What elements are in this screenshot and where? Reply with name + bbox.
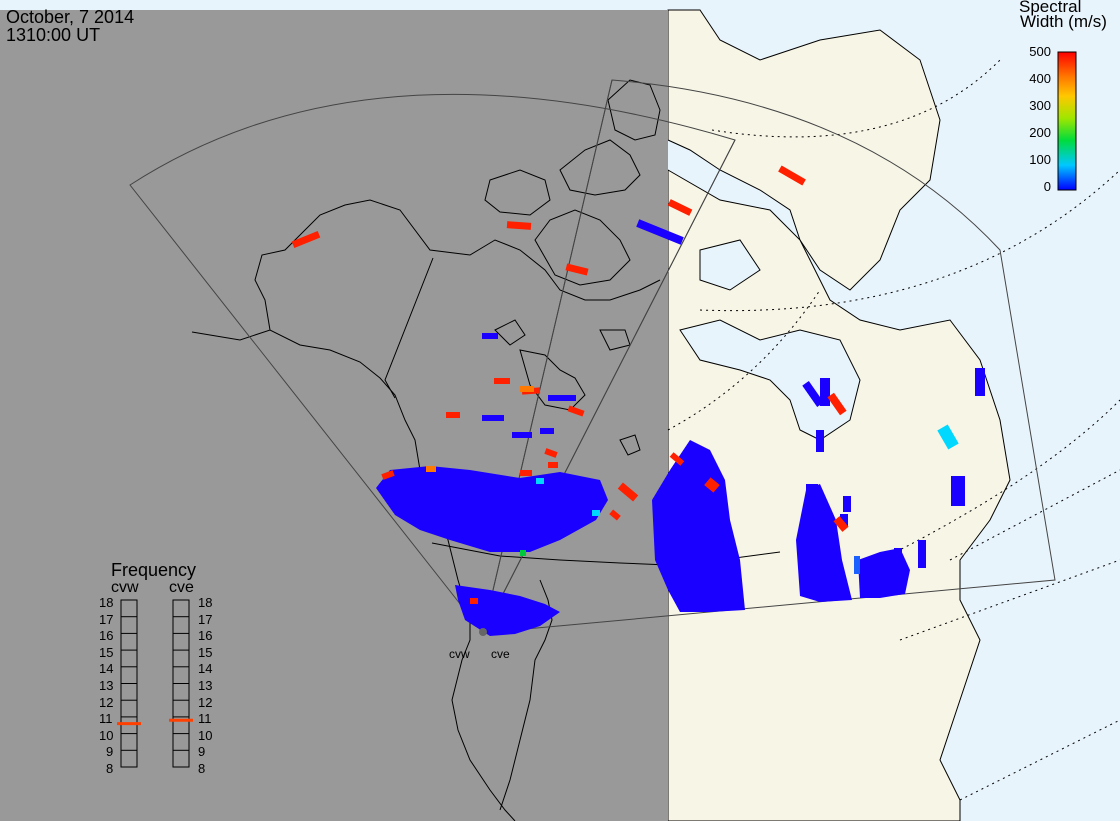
low-width-cell — [592, 510, 600, 516]
cve-frequency-tick: 13 — [198, 678, 213, 693]
scatter-cell — [868, 576, 874, 596]
colorbar-tick: 100 — [1029, 152, 1051, 167]
low-width-cell — [854, 556, 860, 574]
cvw-frequency-tick: 18 — [99, 595, 114, 610]
cvw-frequency-tick: 10 — [99, 727, 114, 743]
high-width-cell — [617, 482, 639, 502]
cve-label: cve — [169, 579, 194, 596]
colorbar-tick: 400 — [1029, 71, 1051, 86]
radar-site-marker — [479, 628, 487, 636]
site-label-cvw: cvw — [449, 647, 470, 661]
site-label-cve: cve — [491, 647, 510, 661]
date-label: October, 7 2014 — [6, 7, 135, 27]
mid-width-cell — [520, 386, 534, 392]
scatter-cell — [472, 495, 492, 500]
high-width-cell — [381, 470, 395, 480]
cve-frequency-tick: 15 — [198, 644, 213, 660]
cvw-frequency-tick: 13 — [99, 678, 114, 693]
cve-frequency-tick: 12 — [198, 694, 213, 710]
dayside-land — [667, 9, 1011, 821]
low-width-cell — [937, 424, 959, 450]
night-shading — [0, 10, 668, 821]
high-width-cell — [520, 470, 532, 476]
cvw-frequency-tick: 17 — [99, 611, 114, 627]
scatter-cell — [806, 484, 818, 498]
high-width-cell — [506, 221, 532, 230]
scatter-cell — [918, 540, 926, 568]
scatter-cell — [894, 548, 902, 568]
cvw-frequency-tick: 8 — [106, 761, 114, 776]
scatter-cell — [802, 381, 824, 407]
mid-width-cell — [426, 466, 436, 472]
scatter-cell — [840, 514, 848, 526]
cvw-frequency-tick: 9 — [106, 744, 114, 760]
cve-frequency-tick: 8 — [198, 761, 206, 776]
high-width-cell — [565, 263, 589, 276]
high-width-cell — [544, 448, 558, 458]
scatter-cluster-west — [376, 466, 608, 552]
high-width-cell — [446, 412, 460, 418]
scatter-cell — [548, 395, 576, 401]
cve-frequency-tick: 10 — [198, 727, 213, 743]
colorbar-gradient — [1057, 51, 1077, 191]
scatter-cluster-east — [796, 484, 852, 602]
scatter-cell — [843, 496, 851, 512]
high-width-cell — [667, 199, 693, 216]
colorbar-tick: 0 — [1043, 179, 1051, 194]
high-width-cell — [778, 165, 806, 186]
cvw-frequency-tick: 14 — [99, 661, 114, 677]
scatter-cluster-central — [652, 440, 745, 612]
colorbar-title: Spectral — [1019, 0, 1082, 16]
scatter-cell — [540, 428, 554, 434]
scatter-cell — [820, 378, 830, 406]
cve-frequency-tick: 17 — [198, 611, 213, 627]
colorbar-tick: 300 — [1029, 98, 1051, 113]
high-width-cell — [548, 462, 558, 468]
time-label: 1310:00 UT — [6, 25, 101, 45]
colorbar — [1057, 51, 1077, 191]
radar-scatter — [291, 165, 985, 636]
colorbar-tick: 500 — [1029, 44, 1051, 59]
high-width-cell — [833, 516, 849, 532]
high-width-cell — [669, 452, 685, 466]
low-width-cell — [536, 478, 544, 484]
cvw-frequency-tick: 11 — [99, 711, 113, 727]
scatter-cell — [512, 432, 532, 438]
colorbar-tick: 200 — [1029, 125, 1051, 140]
latitude-grid — [667, 59, 1120, 801]
cve-frequency-tick: 11 — [198, 711, 212, 727]
cve-frequency-tick: 18 — [198, 595, 213, 610]
cve-frequency-tick: 14 — [198, 661, 213, 677]
scatter-cluster-near — [455, 585, 560, 636]
scatter-cell — [636, 219, 684, 245]
high-width-cell — [827, 392, 847, 416]
high-width-cell — [609, 509, 621, 521]
scatter-cell — [482, 333, 498, 339]
mid-width-cell — [520, 550, 526, 556]
high-width-cell — [470, 598, 478, 604]
high-width-cell — [567, 405, 585, 417]
scatter-cell — [482, 415, 504, 421]
scatter-cell — [880, 570, 886, 594]
cve-frequency-tick: 9 — [198, 744, 206, 760]
cvw-frequency-tick: 16 — [99, 628, 114, 644]
scatter-cell — [425, 470, 437, 475]
cvw-label: cvw — [111, 579, 139, 596]
cve-frequency-tick: 16 — [198, 628, 213, 644]
high-width-cell — [291, 231, 321, 248]
frequency-gauges — [117, 599, 193, 768]
scatter-cell — [975, 368, 985, 396]
scatter-cell — [951, 476, 965, 506]
high-width-cell — [704, 477, 720, 493]
high-width-cell — [494, 378, 510, 384]
cvw-frequency-tick: 15 — [99, 644, 114, 660]
colorbar-units: Width (m/s) — [1020, 12, 1107, 31]
scatter-cell — [816, 430, 824, 452]
frequency-title: Frequency — [111, 560, 197, 580]
cvw-frequency-tick: 12 — [99, 694, 114, 710]
